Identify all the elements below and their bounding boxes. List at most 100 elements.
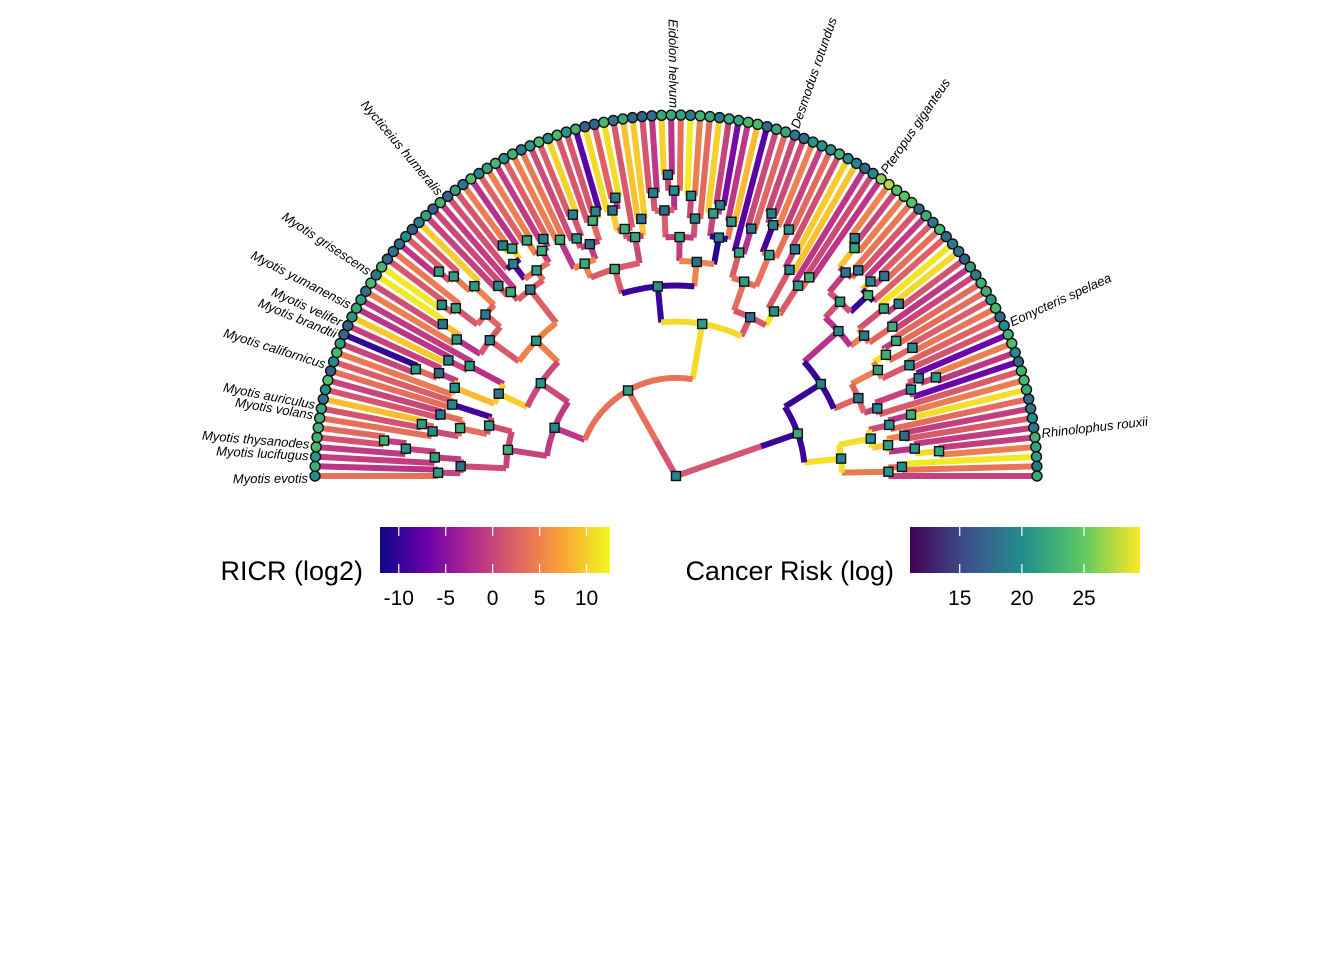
tip-marker: [684, 109, 697, 121]
tip-marker: [310, 441, 322, 453]
tree-branch: [339, 340, 416, 376]
ricr-ticks: -10 -5 0 5 10: [384, 527, 598, 610]
tree-branch: [765, 134, 798, 214]
internal-node-marker: [815, 378, 827, 390]
colorbar-tick-label: 20: [1010, 587, 1033, 610]
tip-marker: [933, 223, 946, 236]
internal-node-marker: [746, 223, 757, 234]
tree-branch: [856, 194, 907, 254]
tree-branch: [901, 463, 1037, 473]
internal-node-marker: [783, 224, 795, 235]
internal-node-marker: [484, 334, 496, 346]
internal-node-marker: [674, 231, 685, 243]
tree-branch: [782, 144, 825, 230]
internal-node-marker: [493, 388, 504, 399]
tree-branch: [342, 331, 419, 369]
internal-node-marker: [884, 419, 895, 431]
tip-marker: [309, 450, 322, 463]
tree-branch: [350, 314, 449, 367]
tip-marker: [704, 110, 716, 123]
tree-branch: [765, 268, 793, 310]
internal-node-marker: [853, 392, 864, 404]
internal-node-marker: [907, 342, 918, 354]
tree-branch: [648, 115, 660, 193]
tree-branch: [460, 463, 507, 472]
tip-marker: [985, 294, 997, 306]
tree-branch: [317, 424, 385, 440]
tree-branch: [888, 264, 973, 327]
tree-branch: [753, 253, 773, 288]
internal-node-marker: [878, 303, 890, 314]
tree-branch: [315, 453, 435, 467]
tip-marker: [607, 114, 620, 127]
tip-marker: [481, 162, 493, 175]
tip-marker: [780, 126, 792, 138]
internal-node-marker: [714, 199, 726, 211]
tree-branch: [911, 386, 1028, 421]
tree-branch: [938, 434, 1036, 451]
tree-branch: [684, 115, 694, 196]
tip-marker: [920, 209, 932, 222]
internal-node-marker: [878, 270, 890, 282]
tree-branch: [329, 368, 453, 411]
tip-marker: [713, 111, 726, 124]
tip-marker: [1030, 450, 1043, 463]
tree-branch: [527, 144, 575, 242]
internal-node-marker: [849, 232, 860, 244]
tree-branch: [359, 297, 474, 365]
tip-marker: [1024, 402, 1037, 415]
internal-node-marker: [450, 303, 462, 314]
tip-marker: [350, 302, 363, 314]
internal-node-marker: [865, 276, 876, 287]
tip-marker: [324, 365, 337, 377]
tip-marker: [434, 196, 446, 209]
tip-marker: [315, 402, 328, 415]
tree-branch: [335, 349, 454, 398]
internal-node-marker: [579, 258, 590, 269]
root-node-marker: [670, 470, 682, 482]
tip-marker: [311, 431, 323, 444]
internal-node-marker: [689, 213, 701, 224]
tree-branch: [913, 424, 1035, 447]
ricr-colorbar: [380, 527, 610, 573]
internal-node-marker: [433, 367, 445, 379]
ricr-legend-title: RICR (log2): [220, 556, 363, 586]
internal-node-marker: [464, 360, 475, 372]
internal-node-marker: [833, 325, 844, 337]
tip-marker: [465, 173, 477, 185]
tree-branch: [610, 119, 636, 229]
internal-node-marker: [905, 409, 917, 420]
internal-node-marker: [619, 223, 630, 235]
tip-marker: [913, 203, 925, 215]
tree-branch: [759, 430, 799, 450]
tip-marker: [1029, 431, 1041, 444]
tree-branch: [884, 227, 942, 282]
internal-node-marker: [792, 428, 803, 439]
tip-label: Nycticeius humeralis: [358, 97, 446, 198]
internal-node-marker: [872, 364, 884, 376]
tree-branch: [619, 118, 641, 220]
tree-branch: [346, 322, 443, 372]
tree-branch: [912, 305, 998, 354]
internal-node-marker: [451, 334, 462, 345]
internal-node-marker: [502, 444, 514, 456]
internal-node-marker: [905, 384, 917, 395]
tree-branch: [658, 115, 667, 176]
tree-branch: [838, 435, 872, 448]
colorbar-tick-label: -10: [384, 587, 414, 610]
internal-node-marker: [410, 364, 422, 375]
internal-node-marker: [506, 243, 518, 254]
tip-marker: [626, 111, 639, 124]
tip-marker: [867, 167, 879, 180]
internal-node-marker: [508, 258, 519, 270]
tip-marker: [850, 157, 863, 170]
tip-marker: [400, 230, 412, 243]
tip-marker: [457, 178, 469, 191]
tip-marker: [346, 311, 358, 323]
tree-branch: [507, 446, 548, 459]
tree-branch: [668, 114, 675, 175]
internal-node-marker: [536, 245, 548, 256]
tip-marker: [1030, 441, 1042, 453]
tree-branch: [912, 358, 1020, 400]
